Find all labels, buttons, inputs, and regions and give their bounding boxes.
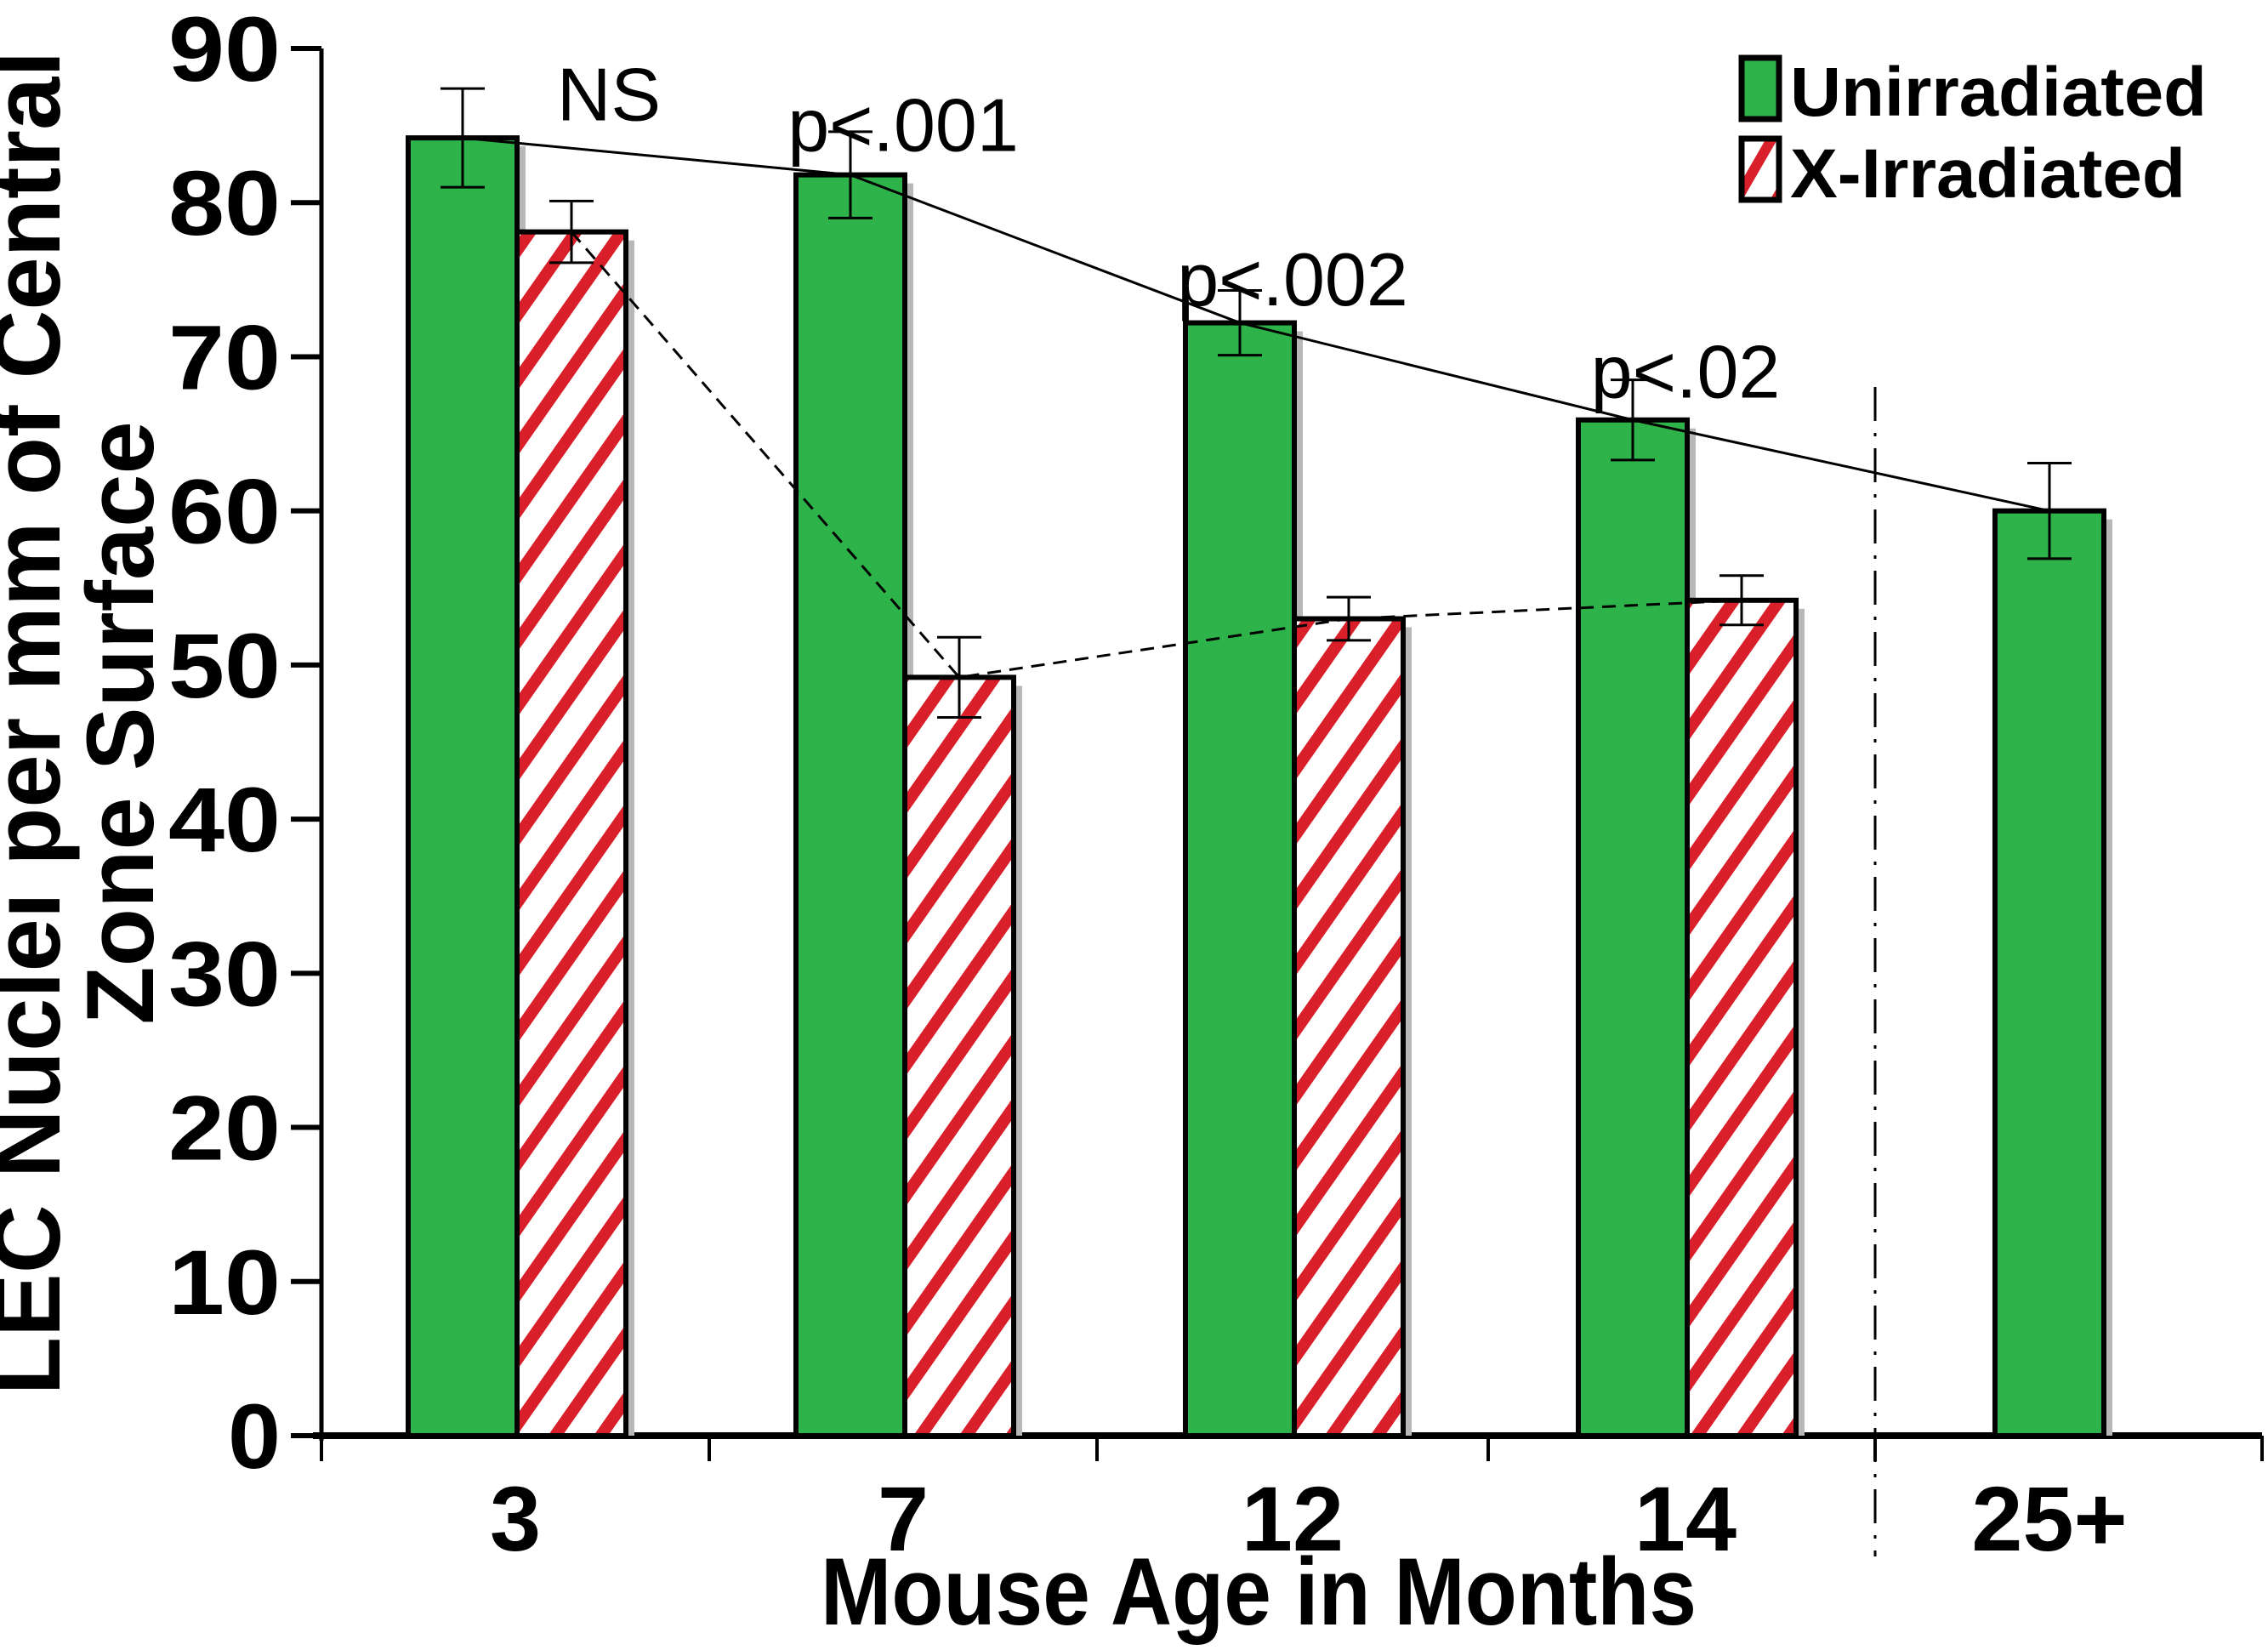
legend-label-unirradiated: Unirradiated (1790, 54, 2207, 131)
significance-label: p<.02 (1591, 330, 1781, 414)
legend-label-x-irradiated: X-Irradiated (1790, 135, 2186, 213)
legend-item-x-irradiated: X-Irradiated (1738, 135, 2186, 213)
significance-label: NS (557, 52, 661, 136)
y-tick-label: 80 (168, 151, 281, 254)
error-bar (828, 130, 873, 219)
error-bar (549, 199, 594, 265)
legend: Unirradiated X-Irradiated (1738, 54, 2207, 213)
error-bar (937, 635, 981, 720)
y-axis-title: LEC Nuclei per mm of Central Zone Surfac… (0, 51, 173, 1396)
y-tick-label: 60 (168, 460, 281, 563)
bar-x-irradiated-14 (1685, 597, 1799, 1438)
bar-unirradiated-3 (406, 135, 520, 1438)
bar-unirradiated-14 (1576, 417, 1690, 1438)
error-bar (441, 87, 485, 189)
y-axis: 0 10 20 30 40 50 60 70 80 90 (168, 0, 324, 1488)
legend-item-unirradiated: Unirradiated (1738, 54, 2207, 131)
significance-annotations: NS p<.001 p<.002 p<.02 (557, 52, 1780, 413)
significance-label: p<.001 (787, 83, 1019, 168)
y-tick-label: 90 (168, 0, 281, 100)
bar-unirradiated-7 (793, 172, 907, 1439)
bar-unirradiated-25plus (1992, 508, 2106, 1439)
y-tick-label: 50 (168, 614, 281, 717)
trend-line-x-irradiated (570, 230, 1742, 679)
x-tick-label: 12 (1242, 1467, 1344, 1570)
y-axis-title-line-1: LEC Nuclei per mm of Central (0, 51, 80, 1396)
error-bar (1719, 574, 1764, 627)
x-axis-title: Mouse Age in Months (821, 1539, 1697, 1645)
bar-x-irradiated-3 (514, 229, 628, 1439)
error-bar (1218, 289, 1262, 357)
bar-x-irradiated-12 (1292, 616, 1406, 1438)
error-bar (1327, 595, 1371, 642)
error-bar (1611, 378, 1655, 462)
y-tick-label: 0 (228, 1385, 281, 1488)
x-tick-label: 3 (490, 1467, 541, 1570)
bars (406, 135, 2112, 1439)
y-axis-title-line-2: Zone Surface (67, 421, 173, 1025)
error-bar (2027, 461, 2072, 560)
x-tick-label: 25+ (1971, 1467, 2127, 1570)
y-tick-label: 40 (168, 768, 281, 871)
legend-swatch-unirradiated (1738, 54, 1782, 122)
legend-swatch-x-irradiated (1738, 135, 1782, 203)
x-tick-label: 14 (1634, 1467, 1737, 1570)
bar-x-irradiated-7 (902, 674, 1016, 1438)
y-tick-label: 70 (168, 305, 281, 408)
significance-label: p<.002 (1177, 237, 1408, 321)
y-tick-label: 20 (168, 1077, 281, 1180)
y-tick-label: 10 (168, 1231, 281, 1334)
bar-unirradiated-12 (1183, 320, 1297, 1438)
x-tick-label: 7 (878, 1467, 929, 1570)
error-bars (441, 87, 2072, 720)
y-tick-label: 30 (168, 922, 281, 1025)
